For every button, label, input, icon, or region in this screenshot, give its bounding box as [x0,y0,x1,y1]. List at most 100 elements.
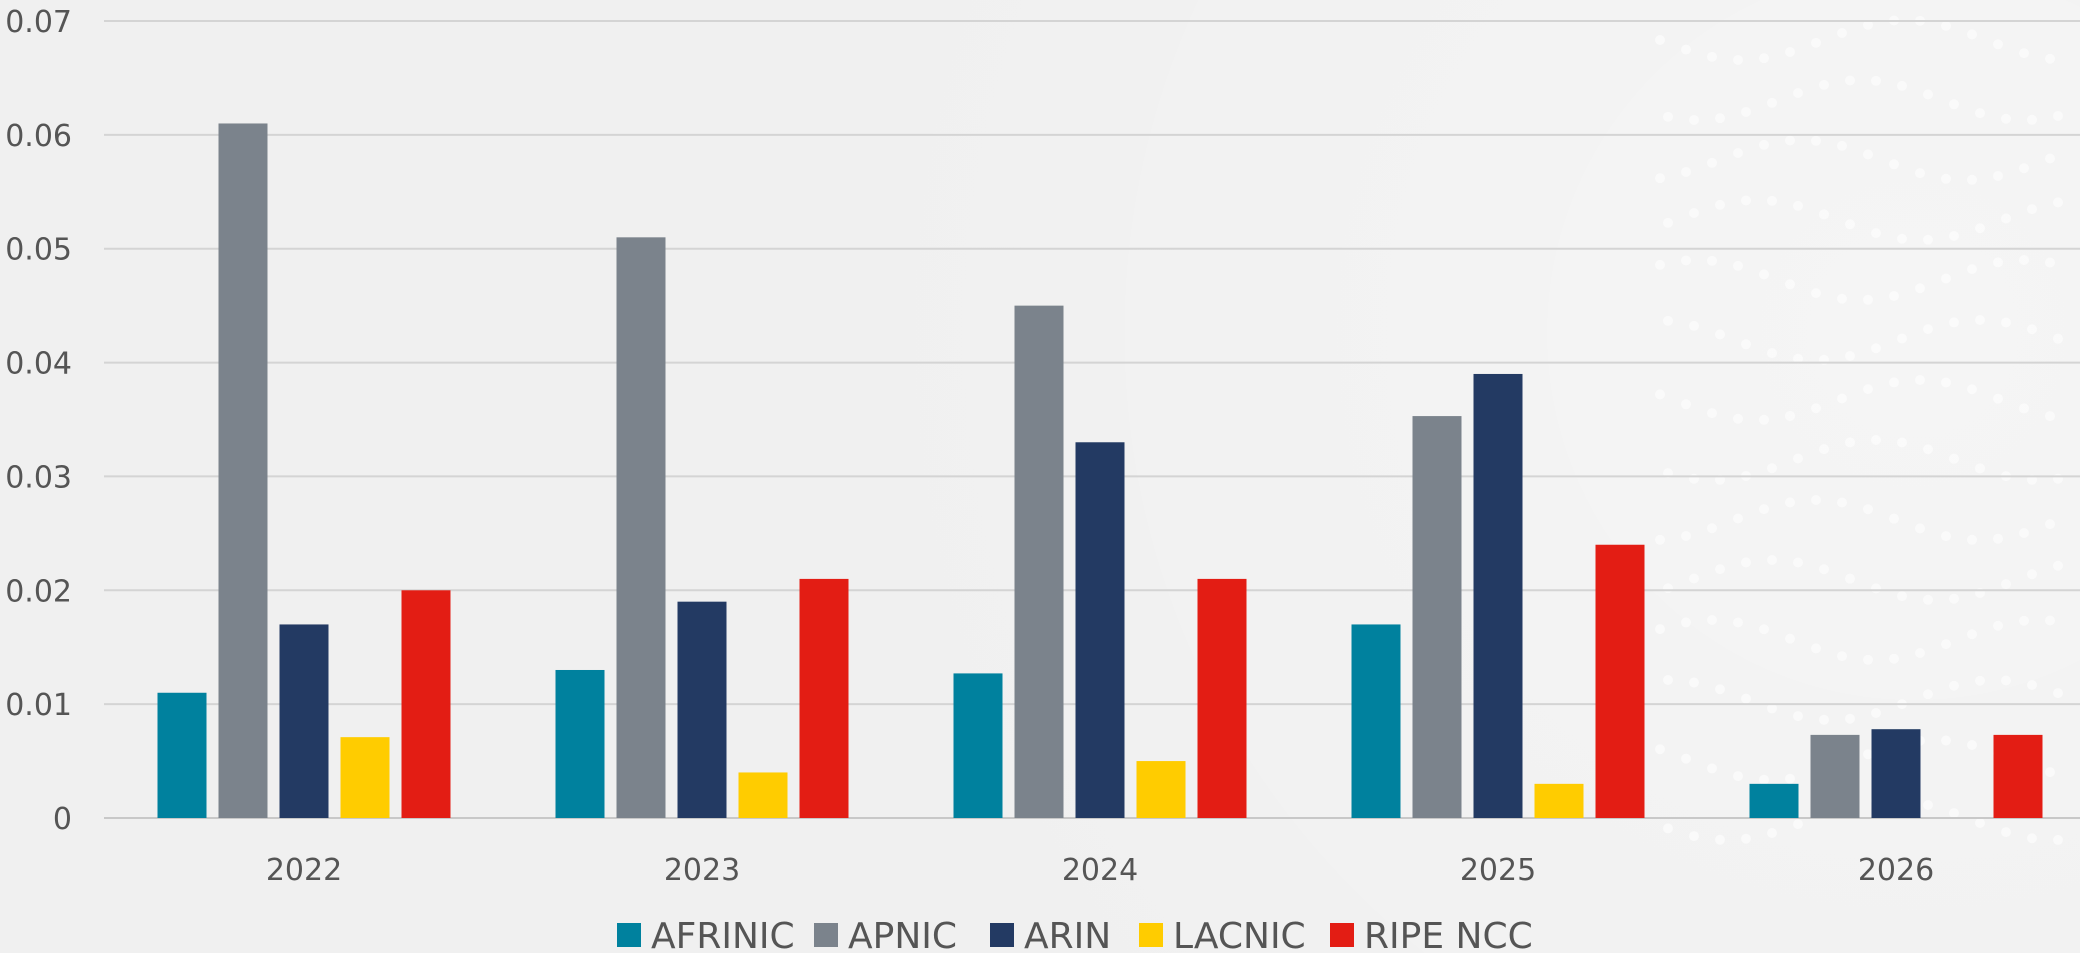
decor-dot [1949,231,1959,241]
decor-dot [1767,98,1777,108]
decor-dot [1707,158,1717,168]
decor-dot [1733,513,1743,523]
decor-dot [1967,29,1977,39]
decor-dot [1655,535,1665,545]
decor-dot [1871,708,1881,718]
decor-dot [1767,555,1777,565]
decor-dot [1863,655,1873,665]
legend: AFRINIC APNIC ARIN LACNIC RIPE NCC [617,916,1533,953]
bar-afrinic-2026 [1750,784,1799,818]
legend-label: AFRINIC [651,916,795,953]
decor-dot [2045,519,2055,529]
x-tick-label: 2025 [1460,853,1536,888]
y-tick-label: 0 [53,802,72,837]
decor-dot [1681,167,1691,177]
legend-item-apnic: APNIC [814,916,957,953]
decor-dot [1949,681,1959,691]
decor-dot [1759,140,1769,150]
decor-dot [1975,463,1985,473]
decor-dot [1837,651,1847,661]
decor-dot [2053,835,2063,845]
decor-dot [1793,819,1803,829]
decor-dot [1967,264,1977,274]
decor-dot [1967,535,1977,545]
decor-dot [1941,639,1951,649]
decor-dot [2053,334,2063,344]
y-axis-tick-labels: 0 0.01 0.02 0.03 0.04 0.05 0.06 0.07 [5,5,72,837]
decor-dot [1663,112,1673,122]
decor-dot [1655,35,1665,45]
bar-lacnic-2023 [739,772,788,818]
legend-swatch [814,923,838,947]
bar-group-2025 [1352,374,1645,818]
decor-dot [1767,828,1777,838]
decor-dot [1889,377,1899,387]
decor-dot [1733,414,1743,424]
decor-dot [1975,108,1985,118]
decor-dot [1871,435,1881,445]
decor-dot [1923,89,1933,99]
decor-dot [1759,504,1769,514]
decor-dot [1707,52,1717,62]
decor-dot [1663,218,1673,228]
decor-dot [1871,76,1881,86]
bar-arin-2023 [678,602,727,818]
decor-dot [1811,643,1821,653]
decor-dot [1941,377,1951,387]
decor-dot [1733,261,1743,271]
decor-dot [1897,591,1907,601]
decor-dot [1923,444,1933,454]
decor-dot [1845,219,1855,229]
decor-dot [1689,115,1699,125]
decor-dot [1923,324,1933,334]
decor-dot [2027,569,2037,579]
decor-dot [1819,715,1829,725]
decor-dot [1923,595,1933,605]
decor-dot [1715,200,1725,210]
decor-dot [1819,564,1829,574]
decor-dot [1785,411,1795,421]
decor-dot [1923,800,1933,810]
decor-dot [2019,48,2029,58]
bar-apnic-2025 [1413,416,1462,818]
bar-apnic-2022 [219,123,268,818]
decor-dot [1741,107,1751,117]
decor-dot [1889,514,1899,524]
decor-dot [1785,47,1795,57]
decor-dot [1889,654,1899,664]
decor-dot [2001,675,2011,685]
legend-swatch [990,923,1014,947]
decor-dot [1681,399,1691,409]
decor-dot [1845,437,1855,447]
decor-dot [1811,495,1821,505]
decor-dot [2053,111,2063,121]
decor-dot [1993,621,2003,631]
bar-apnic-2024 [1015,306,1064,818]
decor-dot [2027,324,2037,334]
decor-dot [1967,740,1977,750]
decor-dot [1785,279,1795,289]
decor-dot [1915,523,1925,533]
legend-label: LACNIC [1173,916,1306,953]
decor-dot [1707,615,1717,625]
decor-dot [2001,317,2011,327]
decor-dot [1785,774,1795,784]
decor-dot [1993,171,2003,181]
decor-dot [1793,88,1803,98]
y-tick-label: 0.06 [5,119,72,154]
decor-dot [1689,831,1699,841]
decor-dot [2001,114,2011,124]
bar-lacnic-2025 [1535,784,1584,818]
decor-dot [1863,295,1873,305]
decor-dot [1941,273,1951,283]
bar-ripe-ncc-2023 [800,579,849,818]
decor-dot [1715,684,1725,694]
bar-arin-2022 [280,624,329,818]
bar-lacnic-2024 [1137,761,1186,818]
decor-dot [1689,321,1699,331]
decor-dot [1767,196,1777,206]
x-tick-label: 2024 [1062,853,1138,888]
decor-dot [2027,204,2037,214]
decor-dot [1785,497,1795,507]
